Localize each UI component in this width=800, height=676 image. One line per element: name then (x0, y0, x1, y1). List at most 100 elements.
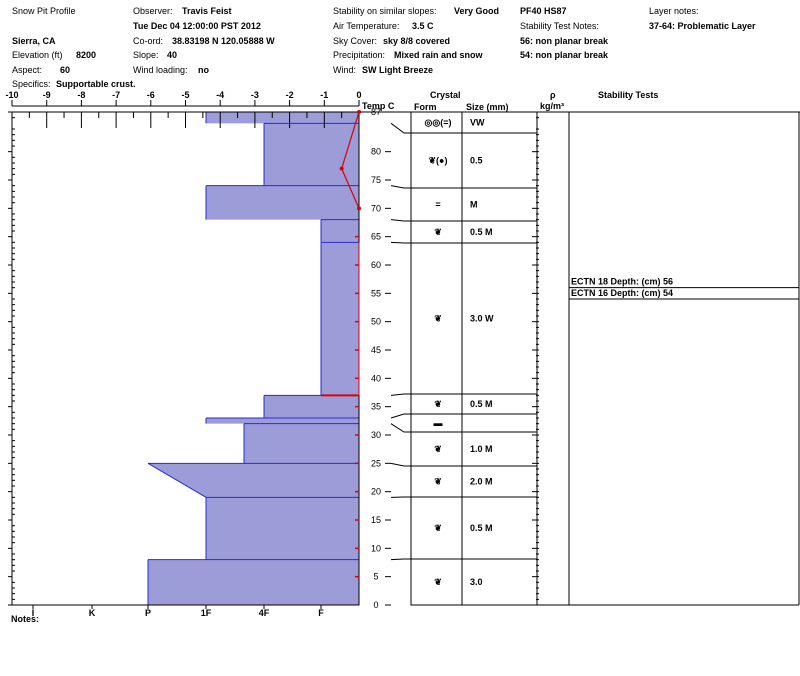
hardness-layer (244, 423, 359, 464)
precip-label: Precipitation: (333, 50, 386, 60)
temp-axis-tick-label: -9 (43, 90, 51, 100)
stability-test-label: ECTN 18 Depth: (cm) 56 (571, 277, 673, 287)
height-tick-label: 60 (371, 260, 381, 270)
stability-note-2: 54: non planar break (520, 50, 609, 60)
rho-column-header: ρ (550, 90, 556, 100)
temp-column-header: Temp C (362, 101, 395, 111)
hardness-label: F (318, 608, 324, 618)
form-column-header: Form (414, 102, 437, 112)
wind-loading-label: Wind loading: (133, 65, 188, 75)
height-tick-label: 55 (371, 288, 381, 298)
air-temp-value: 3.5 C (412, 21, 434, 31)
layer-boundary (390, 241, 537, 244)
temp-axis-tick-label: -7 (112, 90, 120, 100)
crystal-form-symbol: ❦ (434, 523, 442, 533)
stability-label: Stability on similar slopes: (333, 6, 437, 16)
hardness-layer (206, 497, 359, 560)
air-temp-label: Air Temperature: (333, 21, 400, 31)
specifics-value: Supportable crust. (56, 79, 136, 89)
stability-tests-header: Stability Tests (598, 90, 659, 100)
height-tick-label: 10 (371, 543, 381, 553)
stability-note-1: 56: non planar break (520, 36, 609, 46)
height-tick-label: 45 (371, 345, 381, 355)
temperature-point (357, 206, 361, 211)
temperature-point (357, 110, 361, 114)
crystal-size: 1.0 M (470, 444, 493, 454)
hardness-layer (321, 219, 359, 243)
height-tick-label: 40 (371, 373, 381, 383)
hardness-label: P (145, 608, 151, 618)
temp-axis-tick-label: -5 (181, 90, 189, 100)
temp-axis-tick-label: -10 (5, 90, 18, 100)
height-tick-label: 20 (371, 487, 381, 497)
notes-label: Notes: (11, 614, 40, 624)
crystal-form-symbol: ▬ (434, 418, 443, 428)
hardness-layer (321, 242, 359, 396)
crystal-form-symbol: = (435, 200, 440, 210)
temp-axis-tick-label: -2 (286, 90, 294, 100)
crystal-form-symbol: ❦ (434, 444, 442, 454)
hardness-layer (206, 185, 359, 220)
height-tick-label: 15 (371, 515, 381, 525)
aspect-value: 60 (60, 65, 71, 75)
crystal-size: 0.5 M (470, 523, 493, 533)
observer-label: Observer: (133, 6, 173, 16)
elevation-value: 8200 (76, 50, 97, 60)
height-tick-label: 80 (371, 147, 381, 157)
hardness-label: 4F (259, 608, 270, 618)
crystal-form-symbol: ❦(●) (429, 156, 448, 166)
layer-boundary (390, 462, 537, 467)
layer-boundary (390, 558, 537, 561)
crystal-size: 0.5 M (470, 399, 493, 409)
hardness-layer-edge (147, 462, 207, 498)
hardness-layer (264, 395, 359, 418)
temp-axis-tick-label: -1 (320, 90, 328, 100)
crystal-form-symbol: ❦ (434, 577, 442, 587)
crystal-size: VW (470, 118, 485, 128)
coord-label: Co-ord: (133, 36, 164, 46)
hardness-label: I (32, 608, 35, 618)
elevation-label: Elevation (ft) (12, 50, 63, 60)
layer-boundary (390, 122, 537, 134)
location: Sierra, CA (12, 36, 56, 46)
wind-value: SW Light Breeze (362, 65, 434, 75)
hardness-layer (206, 418, 359, 424)
layer-notes-label: Layer notes: (649, 6, 699, 16)
size-column-header: Size (mm) (466, 102, 509, 112)
height-tick-label: 5 (373, 572, 378, 582)
height-tick-label: 25 (371, 458, 381, 468)
height-tick-label: 0 (373, 600, 378, 610)
specifics-label: Specifics: (12, 79, 51, 89)
crystal-size: 3.0 W (470, 314, 494, 324)
crystal-size: 0.5 M (470, 227, 493, 237)
crystal-size: M (470, 200, 478, 210)
temperature-point (339, 166, 344, 171)
height-tick-label: 70 (371, 203, 381, 213)
layer-boundary (390, 393, 537, 396)
temp-axis-tick-label: -3 (251, 90, 259, 100)
temp-axis-tick-label: -6 (147, 90, 155, 100)
layer-note-1: 37-64: Problematic Layer (649, 21, 756, 31)
aspect-label: Aspect: (12, 65, 43, 75)
stability-value: Very Good (454, 6, 500, 16)
coord-value: 38.83198 N 120.05888 W (172, 36, 275, 46)
slope-value: 40 (167, 50, 178, 60)
layer-boundary (390, 423, 537, 433)
temp-axis-tick-label: -4 (216, 90, 224, 100)
crystal-form-symbol: ❦ (434, 314, 442, 324)
precip-value: Mixed rain and snow (394, 50, 483, 60)
density-unit-header: kg/m³ (540, 101, 565, 111)
wind-loading-value: no (198, 65, 209, 75)
temp-axis-tick-label: 0 (356, 90, 361, 100)
crystal-form-symbol: ◎◎(=) (425, 118, 452, 128)
hardness-layer (148, 559, 359, 605)
sky-value: sky 8/8 covered (383, 36, 451, 46)
sky-label: Sky Cover: (333, 36, 378, 46)
crystal-column-header: Crystal (430, 90, 461, 100)
wind-label: Wind: (333, 65, 357, 75)
crystal-size: 2.0 M (470, 477, 493, 487)
height-tick-label: 75 (371, 175, 381, 185)
layer-boundary (390, 185, 537, 189)
height-tick-label: 65 (371, 232, 381, 242)
